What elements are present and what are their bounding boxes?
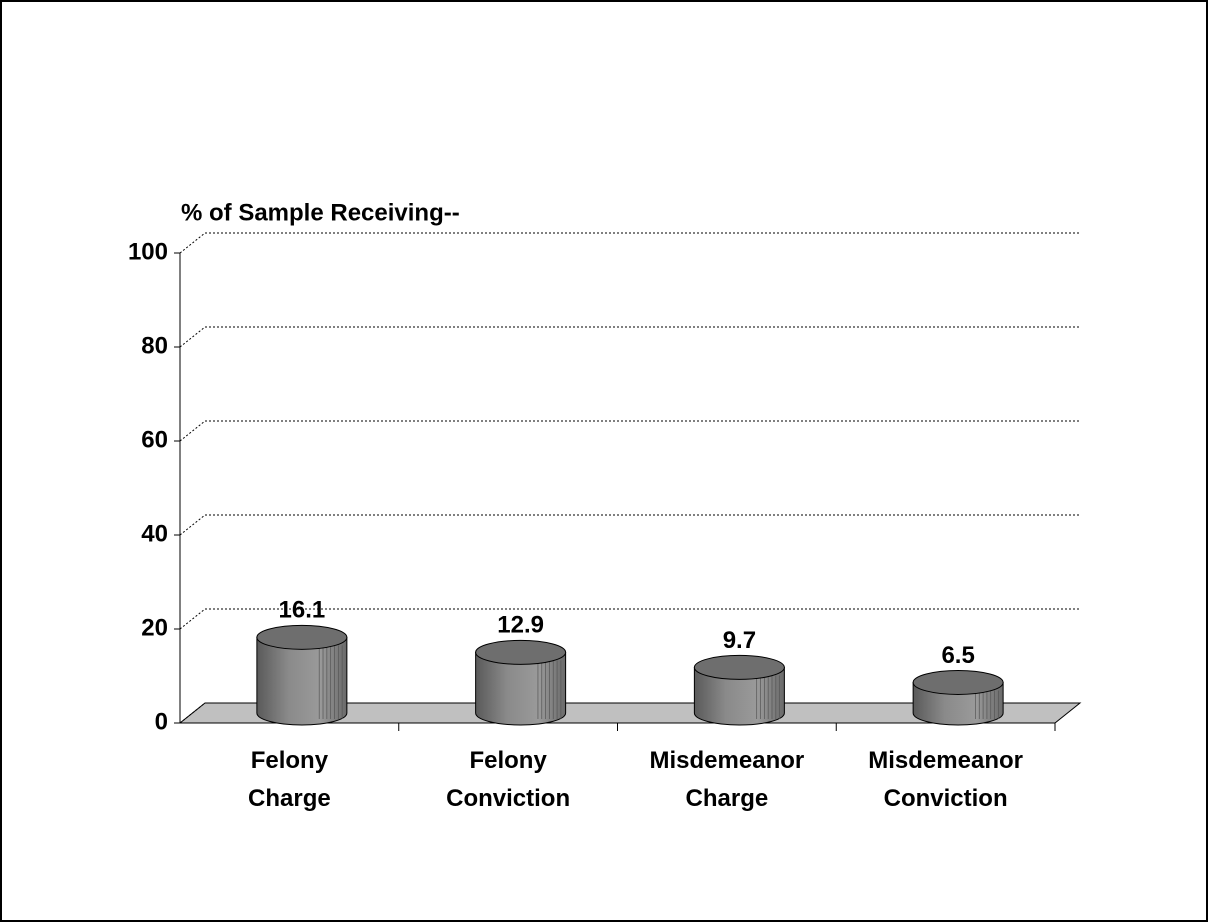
bar-top [693, 654, 785, 680]
bar [475, 651, 567, 726]
grid-line [179, 608, 206, 630]
y-tick-label: 40 [141, 520, 168, 547]
value-label: 6.5 [941, 642, 974, 669]
bar-top [256, 624, 348, 650]
y-tick-label: 20 [141, 614, 168, 641]
grid-line [179, 702, 206, 724]
value-label: 16.1 [279, 597, 326, 624]
grid-line [179, 420, 206, 442]
value-label: 12.9 [497, 612, 544, 639]
x-tick-label: Misdemeanor Conviction [868, 747, 1023, 812]
grid-line [179, 514, 206, 536]
x-tick-label: Misdemeanor Charge [650, 747, 805, 812]
axis-title: % of Sample Receiving-- [181, 199, 460, 226]
bar-top [912, 669, 1004, 695]
value-label: 9.7 [723, 627, 756, 654]
grid-line [179, 326, 206, 348]
grid-line [179, 232, 206, 254]
bar [256, 636, 348, 726]
x-tick-label: Felony Conviction [446, 747, 570, 812]
y-tick-label: 60 [141, 426, 168, 453]
y-tick-label: 80 [141, 332, 168, 359]
x-tick-label: Felony Charge [248, 747, 331, 812]
y-tick-label: 0 [155, 708, 168, 735]
bar-top [475, 639, 567, 665]
y-tick-label: 100 [128, 238, 168, 265]
bar [693, 666, 785, 726]
